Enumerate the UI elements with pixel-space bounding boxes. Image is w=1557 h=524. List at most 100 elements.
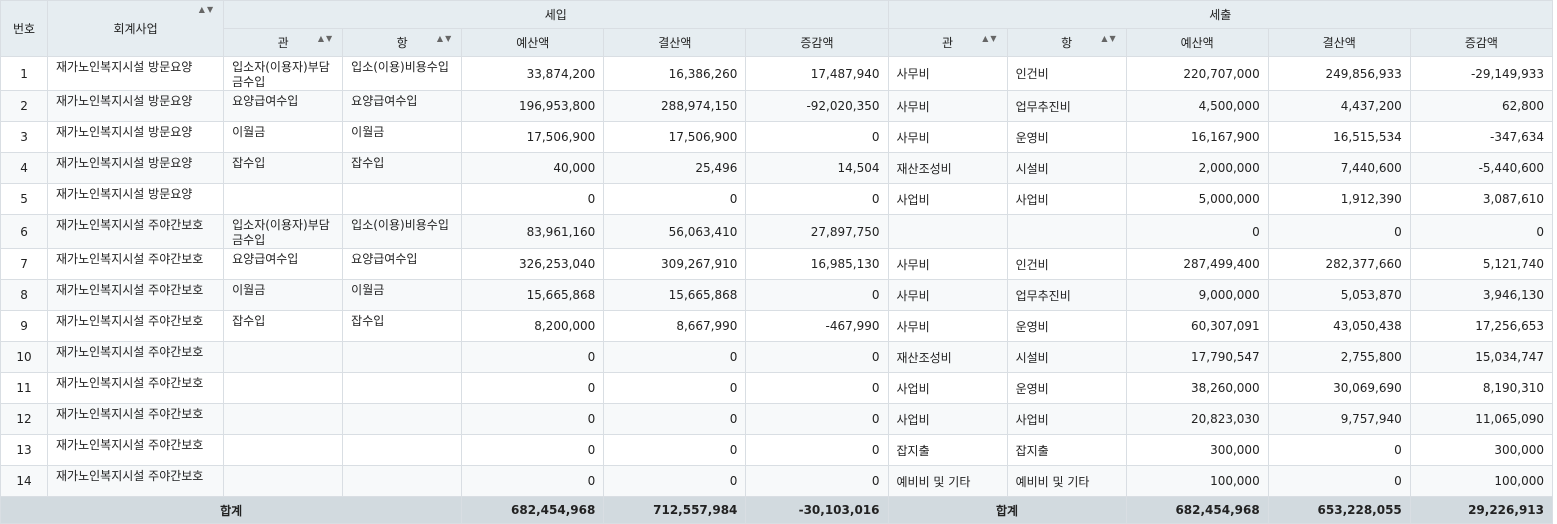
row-expense-gwan[interactable]: 재산조성비 <box>887 341 1008 373</box>
row-income-budget[interactable]: 196,953,800 <box>461 90 605 122</box>
row-expense-diff[interactable]: -5,440,600 <box>1409 152 1554 184</box>
row-income-settle[interactable]: 0 <box>603 341 747 373</box>
row-income-hang[interactable] <box>342 403 463 435</box>
row-income-diff[interactable]: 0 <box>745 403 889 435</box>
row-expense-gwan[interactable]: 잡지출 <box>887 434 1008 466</box>
table-row[interactable]: 5 재가노인복지시설 방문요양 0 0 0 사업비 사업비 5,000,000 1,912,3… <box>0 183 1554 215</box>
row-expense-hang[interactable]: 운영비 <box>1006 310 1127 342</box>
row-income-budget[interactable]: 17,506,900 <box>461 121 605 153</box>
row-expense-settle[interactable]: 5,053,870 <box>1267 279 1411 311</box>
row-income-settle[interactable]: 0 <box>603 183 747 215</box>
row-number[interactable]: 3 <box>0 121 49 153</box>
row-income-gwan[interactable] <box>223 341 344 373</box>
sort-filter-icon[interactable]: ▲▼ <box>982 34 999 43</box>
row-expense-diff[interactable]: 15,034,747 <box>1409 341 1554 373</box>
header-income-budget[interactable]: 예산액 <box>461 28 605 57</box>
row-income-budget[interactable]: 0 <box>461 341 605 373</box>
row-income-settle[interactable]: 288,974,150 <box>603 90 747 122</box>
row-income-hang[interactable]: 잡수입 <box>342 152 463 184</box>
row-expense-gwan[interactable]: 사무비 <box>887 90 1008 122</box>
row-income-gwan[interactable]: 이월금 <box>223 121 344 153</box>
row-income-settle[interactable]: 56,063,410 <box>603 214 747 249</box>
row-project[interactable]: 재가노인복지시설 방문요양 <box>47 183 225 215</box>
table-row[interactable]: 9 재가노인복지시설 주야간보호 잡수입 잡수입 8,200,000 8,667,990-… <box>0 310 1554 342</box>
row-income-gwan[interactable] <box>223 434 344 466</box>
row-number[interactable]: 6 <box>0 214 49 249</box>
table-row[interactable]: 3 재가노인복지시설 방문요양 이월금 이월금 17,506,900 17,506,900… <box>0 121 1554 153</box>
row-income-diff[interactable]: -92,020,350 <box>745 90 889 122</box>
row-income-settle[interactable]: 309,267,910 <box>603 248 747 280</box>
row-project[interactable]: 재가노인복지시설 방문요양 <box>47 56 225 91</box>
row-income-settle[interactable]: 16,386,260 <box>603 56 747 91</box>
table-row[interactable]: 4 재가노인복지시설 방문요양 잡수입 잡수입 40,000 25,496 14,504 재산… <box>0 152 1554 184</box>
row-expense-settle[interactable]: 43,050,438 <box>1267 310 1411 342</box>
row-income-gwan[interactable] <box>223 183 344 215</box>
row-expense-gwan[interactable]: 재산조성비 <box>887 152 1008 184</box>
row-income-hang[interactable] <box>342 465 463 497</box>
sort-filter-icon[interactable]: ▲▼ <box>1101 34 1118 43</box>
row-income-budget[interactable]: 8,200,000 <box>461 310 605 342</box>
row-expense-hang[interactable]: 인건비 <box>1006 56 1127 91</box>
row-income-diff[interactable]: 0 <box>745 121 889 153</box>
table-row[interactable]: 8 재가노인복지시설 주야간보호 이월금 이월금 15,665,868 15,665,86… <box>0 279 1554 311</box>
header-expense-settle[interactable]: 결산액 <box>1267 28 1411 57</box>
header-project[interactable]: 회계사업 ▲▼ <box>47 0 225 57</box>
row-income-hang[interactable] <box>342 372 463 404</box>
row-income-gwan[interactable]: 잡수입 <box>223 152 344 184</box>
row-number[interactable]: 5 <box>0 183 49 215</box>
row-expense-diff[interactable]: -347,634 <box>1409 121 1554 153</box>
row-income-hang[interactable]: 요양급여수입 <box>342 248 463 280</box>
row-project[interactable]: 재가노인복지시설 방문요양 <box>47 152 225 184</box>
row-number[interactable]: 14 <box>0 465 49 497</box>
row-income-diff[interactable]: 27,897,750 <box>745 214 889 249</box>
row-income-hang[interactable]: 이월금 <box>342 121 463 153</box>
row-expense-diff[interactable]: 0 <box>1409 214 1554 249</box>
row-expense-hang[interactable]: 업무추진비 <box>1006 90 1127 122</box>
row-expense-budget[interactable]: 4,500,000 <box>1125 90 1269 122</box>
row-income-budget[interactable]: 0 <box>461 372 605 404</box>
row-income-settle[interactable]: 0 <box>603 465 747 497</box>
row-expense-budget[interactable]: 16,167,900 <box>1125 121 1269 153</box>
table-row[interactable]: 2 재가노인복지시설 방문요양 요양급여수입 요양급여수입 196,953,800 288… <box>0 90 1554 122</box>
row-number[interactable]: 9 <box>0 310 49 342</box>
row-expense-gwan[interactable]: 사무비 <box>887 121 1008 153</box>
row-income-diff[interactable]: 0 <box>745 465 889 497</box>
row-expense-gwan[interactable]: 사업비 <box>887 403 1008 435</box>
row-expense-settle[interactable]: 16,515,534 <box>1267 121 1411 153</box>
row-income-budget[interactable]: 0 <box>461 403 605 435</box>
row-expense-budget[interactable]: 5,000,000 <box>1125 183 1269 215</box>
row-expense-hang[interactable] <box>1006 214 1127 249</box>
row-income-gwan[interactable]: 이월금 <box>223 279 344 311</box>
row-expense-budget[interactable]: 220,707,000 <box>1125 56 1269 91</box>
row-expense-hang[interactable]: 시설비 <box>1006 341 1127 373</box>
table-row[interactable]: 13 재가노인복지시설 주야간보호 0 0 0 잡지출 잡지출 300,000 0 300,000 <box>0 434 1554 466</box>
row-expense-diff[interactable]: 3,087,610 <box>1409 183 1554 215</box>
row-number[interactable]: 13 <box>0 434 49 466</box>
row-expense-settle[interactable]: 1,912,390 <box>1267 183 1411 215</box>
row-income-gwan[interactable]: 입소자(이용자)부담금수입 <box>223 56 344 91</box>
row-expense-budget[interactable]: 20,823,030 <box>1125 403 1269 435</box>
row-expense-hang[interactable]: 시설비 <box>1006 152 1127 184</box>
row-expense-hang[interactable]: 예비비 및 기타 <box>1006 465 1127 497</box>
row-number[interactable]: 11 <box>0 372 49 404</box>
row-income-hang[interactable]: 입소(이용)비용수입 <box>342 214 463 249</box>
row-expense-settle[interactable]: 9,757,940 <box>1267 403 1411 435</box>
row-income-budget[interactable]: 15,665,868 <box>461 279 605 311</box>
row-number[interactable]: 8 <box>0 279 49 311</box>
table-row[interactable]: 7 재가노인복지시설 주야간보호 요양급여수입 요양급여수입 326,253,040 30… <box>0 248 1554 280</box>
row-income-gwan[interactable]: 요양급여수입 <box>223 248 344 280</box>
row-expense-hang[interactable]: 운영비 <box>1006 372 1127 404</box>
row-expense-settle[interactable]: 249,856,933 <box>1267 56 1411 91</box>
row-income-settle[interactable]: 8,667,990 <box>603 310 747 342</box>
table-row[interactable]: 14 재가노인복지시설 주야간보호 0 0 0 예비비 및 기타 예비비 및 기타 100,0… <box>0 465 1554 497</box>
sort-filter-icon[interactable]: ▲▼ <box>436 34 454 43</box>
row-expense-gwan[interactable]: 사무비 <box>887 56 1008 91</box>
header-expense-budget[interactable]: 예산액 <box>1125 28 1269 57</box>
row-income-settle[interactable]: 25,496 <box>603 152 747 184</box>
row-expense-diff[interactable]: 300,000 <box>1409 434 1554 466</box>
row-income-diff[interactable]: 0 <box>745 279 889 311</box>
row-income-gwan[interactable] <box>223 372 344 404</box>
row-expense-settle[interactable]: 0 <box>1267 434 1411 466</box>
row-income-settle[interactable]: 0 <box>603 403 747 435</box>
row-expense-hang[interactable]: 잡지출 <box>1006 434 1127 466</box>
